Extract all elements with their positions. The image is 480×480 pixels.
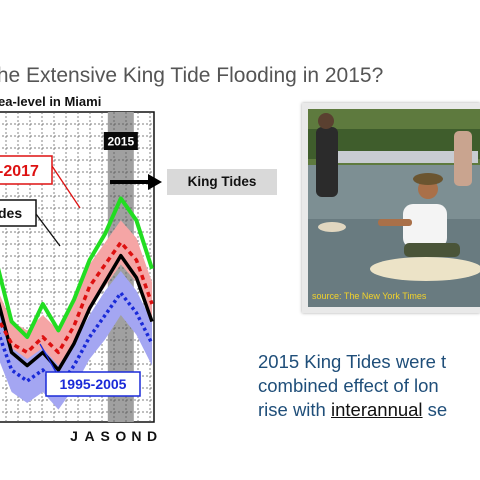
flood-photo <box>302 103 480 313</box>
statement-text: 2015 King Tides were t combined effect o… <box>258 350 480 422</box>
series-line-2015 <box>0 196 154 339</box>
flood-photo-image <box>308 109 480 307</box>
legend-box-des <box>0 199 37 227</box>
statement-line-3-end: se <box>422 399 448 420</box>
king-tides-label: King Tides <box>167 169 277 195</box>
statement-line-3-start: rise with <box>258 399 331 420</box>
statement-line-3: rise with interannual se <box>258 398 480 422</box>
photo-caption: source: The New York Times <box>312 291 427 301</box>
legend-label-des: des <box>0 205 22 221</box>
x-tick-label: N <box>131 428 141 444</box>
series-line-des <box>0 253 154 372</box>
legend-leader-2017 <box>51 165 81 209</box>
statement-line-1: 2015 King Tides were t <box>258 351 447 372</box>
flood-photo-illustration <box>308 109 480 307</box>
legend-box-1995 <box>45 371 141 397</box>
x-tick-label: S <box>101 428 110 444</box>
plot-area: 2015 -2017 des 1995-2005 <box>0 111 162 423</box>
legend-label-2017: -2017 <box>0 163 39 180</box>
series-line-1995-2005 <box>0 291 154 390</box>
chart-title: ea-level in Miami <box>0 94 101 109</box>
series-line--2017 <box>0 240 154 355</box>
legend-leader-des <box>35 213 61 247</box>
x-tick-label: J <box>70 428 78 444</box>
king-tides-arrowhead <box>148 174 162 190</box>
statement-line-2: combined effect of lon <box>258 375 439 396</box>
legend-label-1995: 1995-2005 <box>60 376 127 392</box>
x-tick-label: D <box>147 428 157 444</box>
statement-underlined-word: interannual <box>331 399 423 420</box>
uncertainty-band--2017 <box>0 220 152 375</box>
x-tick-label: O <box>115 428 126 444</box>
highlight-label-box <box>103 132 138 150</box>
slide-title-text: the Extensive King Tide Flooding in 2015… <box>0 64 384 87</box>
x-tick-label: A <box>85 428 95 444</box>
legend-leader-1995 <box>39 343 57 373</box>
legend-box-2017 <box>0 155 53 185</box>
highlight-label-text: 2015 <box>107 135 134 149</box>
